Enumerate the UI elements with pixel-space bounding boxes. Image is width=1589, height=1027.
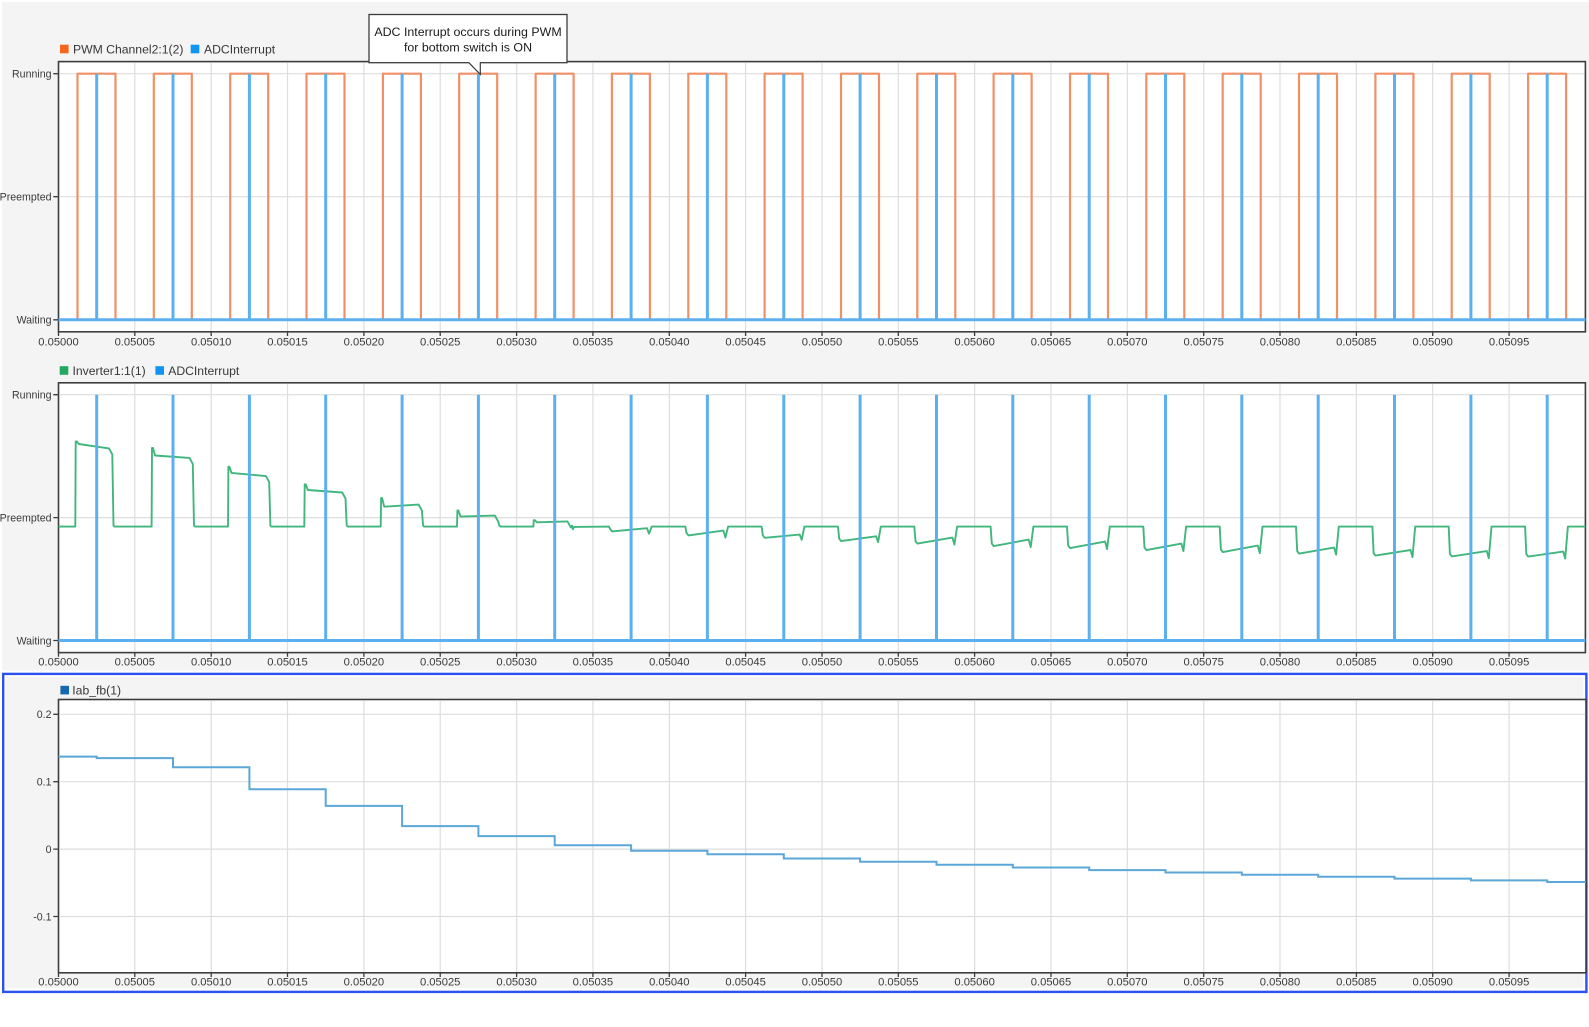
svg-text:0.05090: 0.05090 (1412, 976, 1452, 988)
svg-text:Iab_fb(1): Iab_fb(1) (72, 684, 121, 698)
svg-text:0.05085: 0.05085 (1336, 976, 1376, 988)
svg-text:0.05015: 0.05015 (267, 976, 307, 988)
svg-text:0.05010: 0.05010 (191, 336, 231, 348)
svg-text:0.05090: 0.05090 (1412, 336, 1452, 348)
svg-text:0.05025: 0.05025 (420, 336, 460, 348)
svg-text:0.05095: 0.05095 (1489, 336, 1529, 348)
svg-text:0.05065: 0.05065 (1031, 976, 1071, 988)
svg-text:0.05015: 0.05015 (267, 656, 307, 668)
svg-text:0.05075: 0.05075 (1183, 336, 1223, 348)
svg-text:0.05045: 0.05045 (725, 976, 765, 988)
svg-text:0.05085: 0.05085 (1336, 336, 1376, 348)
svg-text:0.05055: 0.05055 (878, 976, 918, 988)
svg-text:0.05065: 0.05065 (1031, 336, 1071, 348)
svg-text:Waiting: Waiting (17, 635, 52, 647)
svg-text:0.05020: 0.05020 (344, 336, 384, 348)
svg-text:0.05030: 0.05030 (496, 656, 536, 668)
svg-text:Running: Running (12, 390, 52, 402)
svg-text:0.05060: 0.05060 (954, 976, 994, 988)
svg-text:0.05025: 0.05025 (420, 976, 460, 988)
svg-text:0.05060: 0.05060 (954, 656, 994, 668)
svg-text:0.1: 0.1 (37, 777, 52, 789)
svg-text:0.05035: 0.05035 (573, 656, 613, 668)
svg-text:Preempted: Preempted (0, 512, 52, 524)
svg-text:0.05080: 0.05080 (1260, 656, 1300, 668)
svg-text:0.05015: 0.05015 (267, 336, 307, 348)
svg-text:ADC Interrupt occurs during PW: ADC Interrupt occurs during PWM (374, 25, 561, 39)
svg-text:0.05040: 0.05040 (649, 976, 689, 988)
svg-text:0.05085: 0.05085 (1336, 656, 1376, 668)
svg-text:0.05025: 0.05025 (420, 656, 460, 668)
svg-text:0.05050: 0.05050 (802, 336, 842, 348)
svg-text:ADCInterrupt: ADCInterrupt (168, 364, 240, 378)
svg-text:0.05035: 0.05035 (573, 336, 613, 348)
svg-text:0.05070: 0.05070 (1107, 336, 1147, 348)
svg-text:0.05070: 0.05070 (1107, 976, 1147, 988)
svg-text:ADCInterrupt: ADCInterrupt (204, 43, 276, 57)
svg-text:0.05040: 0.05040 (649, 656, 689, 668)
svg-text:0.05005: 0.05005 (115, 656, 155, 668)
svg-text:for bottom switch is ON: for bottom switch is ON (404, 40, 532, 54)
svg-text:0.05030: 0.05030 (496, 336, 536, 348)
svg-text:0.05080: 0.05080 (1260, 976, 1300, 988)
svg-text:0.05060: 0.05060 (954, 336, 994, 348)
svg-text:0.05095: 0.05095 (1489, 656, 1529, 668)
svg-text:0.05055: 0.05055 (878, 336, 918, 348)
svg-text:0.05045: 0.05045 (725, 656, 765, 668)
svg-text:PWM Channel2:1(2): PWM Channel2:1(2) (73, 43, 183, 57)
svg-text:0.05080: 0.05080 (1260, 336, 1300, 348)
svg-text:0.05005: 0.05005 (115, 976, 155, 988)
svg-text:0.05065: 0.05065 (1031, 656, 1071, 668)
svg-text:Inverter1:1(1): Inverter1:1(1) (73, 364, 146, 378)
svg-text:0.05000: 0.05000 (38, 336, 78, 348)
svg-text:0.05095: 0.05095 (1489, 976, 1529, 988)
svg-text:0.05010: 0.05010 (191, 656, 231, 668)
svg-text:0: 0 (46, 844, 52, 856)
svg-text:0.05070: 0.05070 (1107, 656, 1147, 668)
svg-text:Running: Running (12, 69, 52, 81)
svg-text:0.05020: 0.05020 (344, 656, 384, 668)
svg-text:0.05030: 0.05030 (496, 976, 536, 988)
svg-text:0.05075: 0.05075 (1183, 656, 1223, 668)
svg-text:-0.1: -0.1 (33, 911, 51, 923)
svg-text:0.2: 0.2 (37, 709, 52, 721)
svg-text:0.05010: 0.05010 (191, 976, 231, 988)
svg-text:0.05055: 0.05055 (878, 656, 918, 668)
svg-text:0.05040: 0.05040 (649, 336, 689, 348)
svg-text:0.05050: 0.05050 (802, 976, 842, 988)
svg-text:Preempted: Preempted (0, 192, 52, 204)
svg-text:0.05050: 0.05050 (802, 656, 842, 668)
svg-text:0.05005: 0.05005 (115, 336, 155, 348)
svg-text:0.05000: 0.05000 (38, 976, 78, 988)
svg-text:0.05035: 0.05035 (573, 976, 613, 988)
svg-text:0.05075: 0.05075 (1183, 976, 1223, 988)
svg-text:0.05020: 0.05020 (344, 976, 384, 988)
svg-text:0.05000: 0.05000 (38, 656, 78, 668)
svg-text:Waiting: Waiting (17, 315, 52, 327)
svg-text:0.05090: 0.05090 (1412, 656, 1452, 668)
svg-text:0.05045: 0.05045 (725, 336, 765, 348)
